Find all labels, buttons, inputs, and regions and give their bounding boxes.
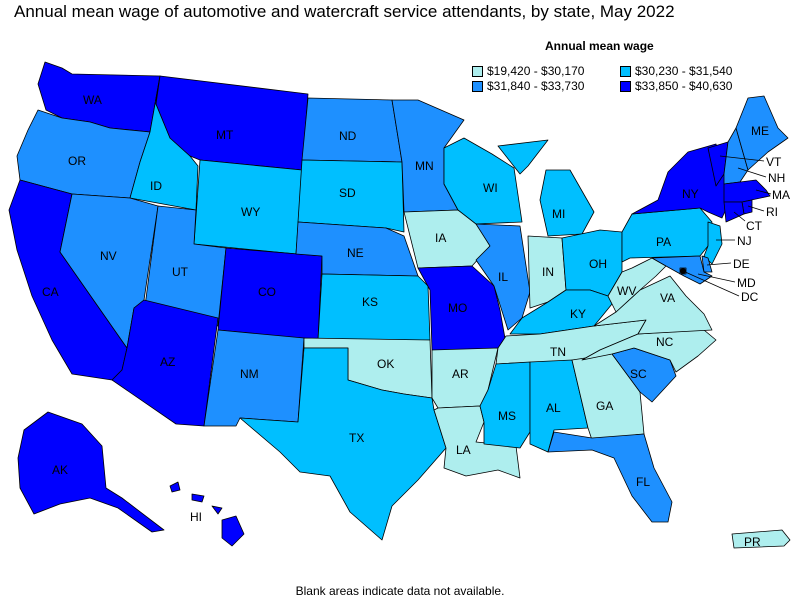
leader-nh [737, 167, 767, 178]
legend-title: Annual mean wage [545, 39, 654, 53]
state-label-tx: TX [349, 431, 364, 445]
state-label-nm: NM [240, 367, 259, 381]
state-label-ne: NE [347, 246, 364, 260]
legend-item-bin-2: $30,230 - $31,540 [620, 64, 732, 78]
leader-ct [733, 211, 746, 222]
legend-label: $33,850 - $40,630 [635, 79, 733, 93]
leader-md [697, 273, 736, 283]
state-label-sd: SD [339, 186, 356, 200]
state-label-dc: DC [741, 290, 759, 304]
state-wv[interactable] [607, 257, 667, 313]
state-label-nc: NC [656, 335, 674, 349]
state-nc[interactable] [581, 329, 717, 373]
state-label-ut: UT [172, 265, 189, 279]
state-label-ks: KS [362, 295, 378, 309]
leader-dc [682, 270, 740, 297]
state-label-ar: AR [452, 367, 469, 381]
state-label-mn: MN [415, 159, 434, 173]
state-label-sc: SC [630, 367, 647, 381]
dc-marker [680, 268, 686, 274]
legend-swatch [472, 65, 483, 77]
state-label-ca: CA [42, 285, 59, 299]
state-label-mi: MI [552, 207, 565, 221]
state-label-or: OR [68, 154, 86, 168]
state-label-mt: MT [216, 128, 234, 142]
state-label-wi: WI [483, 181, 498, 195]
legend-label: $19,420 - $30,170 [487, 64, 585, 78]
state-label-ga: GA [596, 399, 613, 413]
state-fl[interactable] [547, 431, 673, 523]
state-label-la: LA [456, 443, 471, 457]
legend-swatch [472, 80, 483, 92]
state-label-nj: NJ [737, 234, 752, 248]
state-pr[interactable] [731, 529, 791, 549]
state-label-ny: NY [682, 187, 699, 201]
state-label-nv: NV [100, 249, 117, 263]
state-nj[interactable] [703, 221, 723, 265]
state-az[interactable] [111, 299, 219, 427]
state-label-in: IN [542, 265, 554, 279]
state-label-wa: WA [83, 93, 102, 107]
legend-swatch [620, 80, 631, 92]
leader-de [706, 262, 732, 266]
state-label-md: MD [737, 276, 756, 290]
state-label-pr: PR [744, 535, 761, 549]
state-label-pa: PA [656, 235, 671, 249]
state-label-va: VA [660, 291, 675, 305]
footnote: Blank areas indicate data not available. [295, 584, 505, 598]
state-label-nd: ND [339, 129, 357, 143]
state-label-nh: NH [768, 171, 785, 185]
state-wi[interactable] [443, 137, 523, 225]
leader-vt [719, 155, 765, 162]
state-label-me: ME [751, 124, 769, 138]
leader-ma [755, 189, 772, 195]
state-label-ri: RI [766, 205, 778, 219]
state-sd[interactable] [297, 159, 405, 233]
state-label-vt: VT [766, 155, 782, 169]
state-ma[interactable] [723, 179, 771, 203]
legend-item-bin-4: $33,850 - $40,630 [620, 79, 732, 93]
legend-item-bin-3: $31,840 - $33,730 [472, 79, 584, 93]
legend-item-bin-1: $19,420 - $30,170 [472, 64, 584, 78]
state-label-ct: CT [746, 219, 763, 233]
leader-ri [747, 205, 765, 212]
state-me[interactable] [735, 95, 789, 171]
state-label-tn: TN [550, 345, 566, 359]
state-hi[interactable] [169, 481, 245, 547]
legend-swatch [620, 65, 631, 77]
state-label-fl: FL [636, 475, 650, 489]
state-label-ak: AK [52, 463, 68, 477]
state-label-il: IL [498, 270, 508, 284]
state-label-wv: WV [617, 284, 636, 298]
state-label-de: DE [733, 257, 750, 271]
state-label-id: ID [150, 179, 162, 193]
state-label-ok: OK [377, 357, 394, 371]
map-title: Annual mean wage of automotive and water… [14, 2, 675, 21]
state-label-ia: IA [435, 231, 446, 245]
state-label-co: CO [258, 285, 276, 299]
legend-label: $31,840 - $33,730 [487, 79, 585, 93]
state-label-wy: WY [241, 205, 260, 219]
legend-label: $30,230 - $31,540 [635, 64, 733, 78]
state-de[interactable] [701, 255, 713, 273]
state-label-oh: OH [589, 257, 607, 271]
state-label-ky: KY [570, 307, 586, 321]
state-tx[interactable] [239, 347, 447, 541]
state-il[interactable] [475, 223, 531, 331]
state-label-mo: MO [448, 301, 467, 315]
state-ks[interactable] [317, 273, 431, 341]
state-label-ms: MS [498, 409, 516, 423]
state-ak[interactable] [17, 411, 165, 533]
state-label-hi: HI [190, 510, 202, 524]
state-label-az: AZ [160, 355, 175, 369]
state-label-ma: MA [772, 188, 790, 202]
state-label-al: AL [546, 401, 561, 415]
